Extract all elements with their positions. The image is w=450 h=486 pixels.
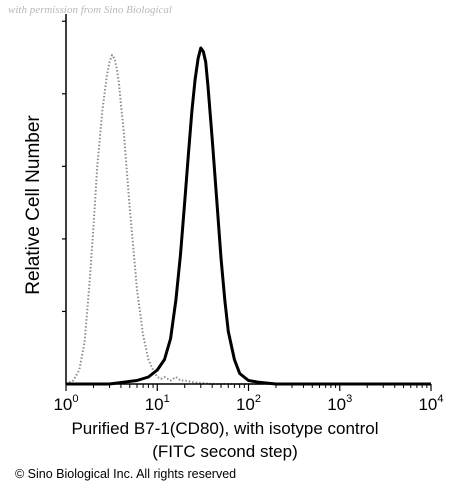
x-axis-label-line1: Purified B7-1(CD80), with isotype contro… — [71, 419, 379, 438]
histogram-series-2 — [66, 46, 431, 386]
x-axis-label-line2: (FITC second step) — [152, 442, 298, 461]
series-layer — [65, 46, 431, 386]
x-tick-label: 104 — [418, 393, 443, 414]
x-tick-label: 103 — [327, 393, 352, 414]
copyright-notice: © Sino Biological Inc. All rights reserv… — [15, 467, 237, 481]
x-tick-label: 101 — [145, 393, 170, 414]
watermark-text: with permission from Sino Biological — [8, 4, 172, 16]
x-tick-label: 100 — [53, 393, 78, 414]
x-tick-label: 102 — [236, 393, 261, 414]
axes-layer: 100 101 102 103 104 — [53, 14, 444, 414]
histogram-series-1 — [65, 54, 431, 385]
y-axis-label: Relative Cell Number — [23, 115, 44, 295]
